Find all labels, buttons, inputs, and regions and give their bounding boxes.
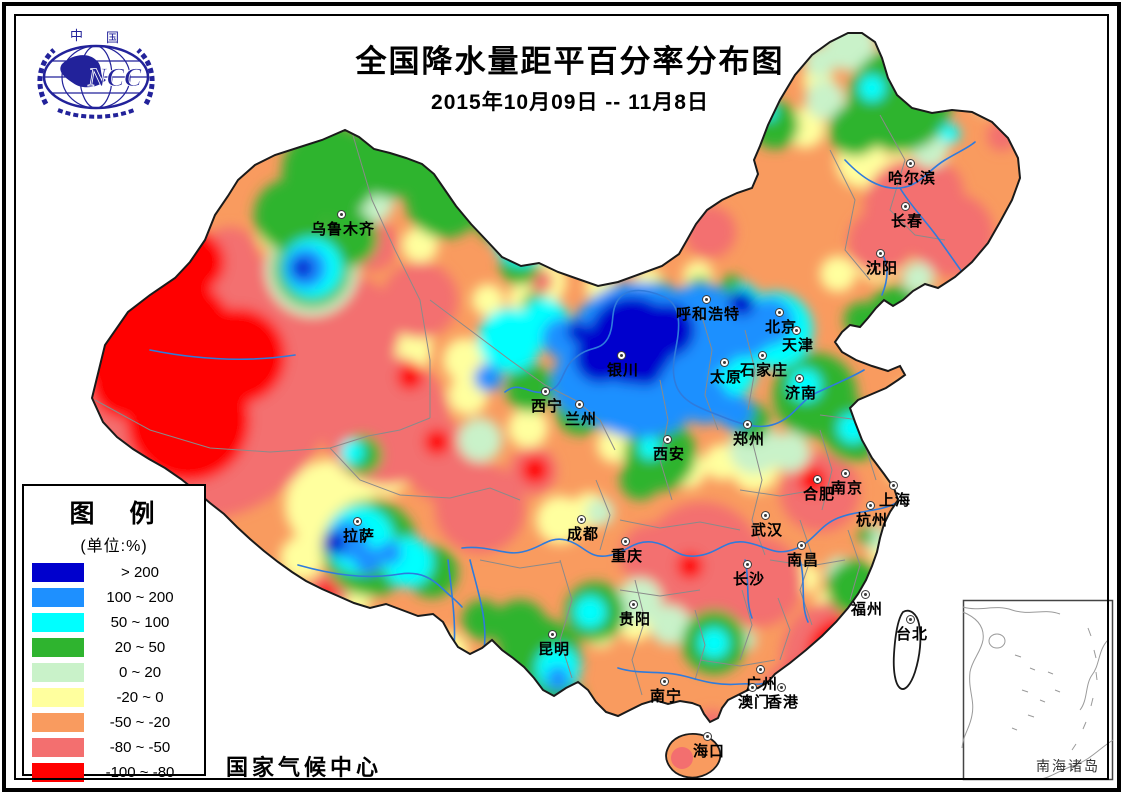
legend-label: -100 ~ -80 <box>105 763 175 781</box>
logo-char-left: 中 <box>70 28 83 43</box>
legend-swatch <box>32 737 84 757</box>
legend-row: -20 ~ 0 <box>32 687 196 707</box>
legend-label: -20 ~ 0 <box>116 688 164 706</box>
legend-row: 100 ~ 200 <box>32 587 196 607</box>
legend-swatch <box>32 637 84 657</box>
legend-label: 50 ~ 100 <box>110 613 170 631</box>
legend-label: -50 ~ -20 <box>109 713 171 731</box>
legend-label: 0 ~ 20 <box>118 663 162 681</box>
south-china-sea-inset <box>961 599 1114 781</box>
ncc-logo-text: NCC <box>87 63 142 92</box>
inset-label: 南海诸岛 <box>1036 758 1100 774</box>
agency-credit: 国家气候中心 <box>226 755 383 780</box>
legend-swatch <box>32 687 84 707</box>
page-title: 全国降水量距平百分率分布图 <box>355 44 785 79</box>
legend-row: -100 ~ -80 <box>32 762 196 782</box>
legend-label: 20 ~ 50 <box>114 638 166 656</box>
legend-row: 20 ~ 50 <box>32 637 196 657</box>
taiwan-island <box>892 609 922 690</box>
legend-swatch <box>32 662 84 682</box>
legend-swatch <box>32 612 84 632</box>
legend-row: > 200 <box>32 562 196 582</box>
hainan-island <box>665 733 722 779</box>
date-range-subtitle: 2015年10月09日 -- 11月8日 <box>431 91 709 114</box>
legend-items: > 200 100 ~ 200 50 ~ 100 20 ~ 50 0 ~ 20 -20 ~… <box>32 562 196 782</box>
logo-char-right: 国 <box>106 30 119 45</box>
legend-row: -50 ~ -20 <box>32 712 196 732</box>
legend-row: 50 ~ 100 <box>32 612 196 632</box>
ncc-logo: NCC 中 国 <box>37 28 155 119</box>
province-borders <box>94 114 946 696</box>
legend-unit: (单位:%) <box>80 538 148 555</box>
legend-box: 图 例 (单位:%) > 200 100 ~ 200 50 ~ 100 20 ~ 50… <box>22 484 206 782</box>
legend-label: -80 ~ -50 <box>109 738 171 756</box>
legend-row: -80 ~ -50 <box>32 737 196 757</box>
legend-swatch <box>32 587 84 607</box>
legend-label: > 200 <box>121 563 159 581</box>
legend-swatch <box>32 712 84 732</box>
legend-row: 0 ~ 20 <box>32 662 196 682</box>
legend-swatch <box>32 762 84 782</box>
china-national-border <box>90 32 1022 724</box>
legend-title: 图 例 <box>69 500 169 528</box>
legend-label: 100 ~ 200 <box>106 588 174 606</box>
legend-swatch <box>32 562 84 582</box>
